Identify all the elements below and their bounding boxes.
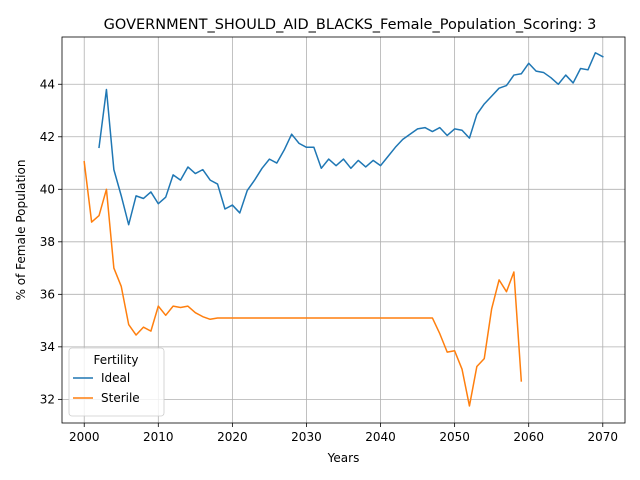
legend-label-sterile: Sterile [101,391,140,405]
x-axis-ticks: 2000 2010 2020 2030 2040 2050 2060 2070 [69,423,618,444]
series-line-ideal [98,52,604,226]
x-tick-label: 2070 [588,430,619,444]
y-tick-label: 32 [40,392,55,406]
y-tick-label: 34 [40,340,55,354]
y-tick-label: 38 [40,235,55,249]
grid-lines [62,37,625,423]
plot-frame [61,36,626,424]
legend-items: Ideal Sterile [73,371,140,405]
series-layer [83,52,604,407]
y-tick-label: 40 [40,182,55,196]
legend-box [68,347,165,417]
y-axis-ticks: 32 34 36 38 40 42 44 [40,77,62,406]
legend: Fertility Ideal Sterile [68,347,165,417]
x-tick-label: 2050 [439,430,470,444]
series-line-sterile [83,160,523,407]
x-tick-label: 2010 [143,430,174,444]
chart-title: GOVERNMENT_SHOULD_AID_BLACKS_Female_Popu… [104,17,597,33]
legend-label-ideal: Ideal [101,371,130,385]
x-tick-label: 2000 [69,430,100,444]
x-tick-label: 2060 [513,430,544,444]
y-tick-label: 44 [40,77,55,91]
x-tick-label: 2040 [365,430,396,444]
x-tick-label: 2030 [291,430,322,444]
y-tick-label: 42 [40,130,55,144]
y-axis-label: % of Female Population [14,160,28,301]
legend-title: Fertility [93,353,138,367]
y-tick-label: 36 [40,287,55,301]
x-axis-label: Years [327,451,360,465]
x-tick-label: 2020 [217,430,248,444]
